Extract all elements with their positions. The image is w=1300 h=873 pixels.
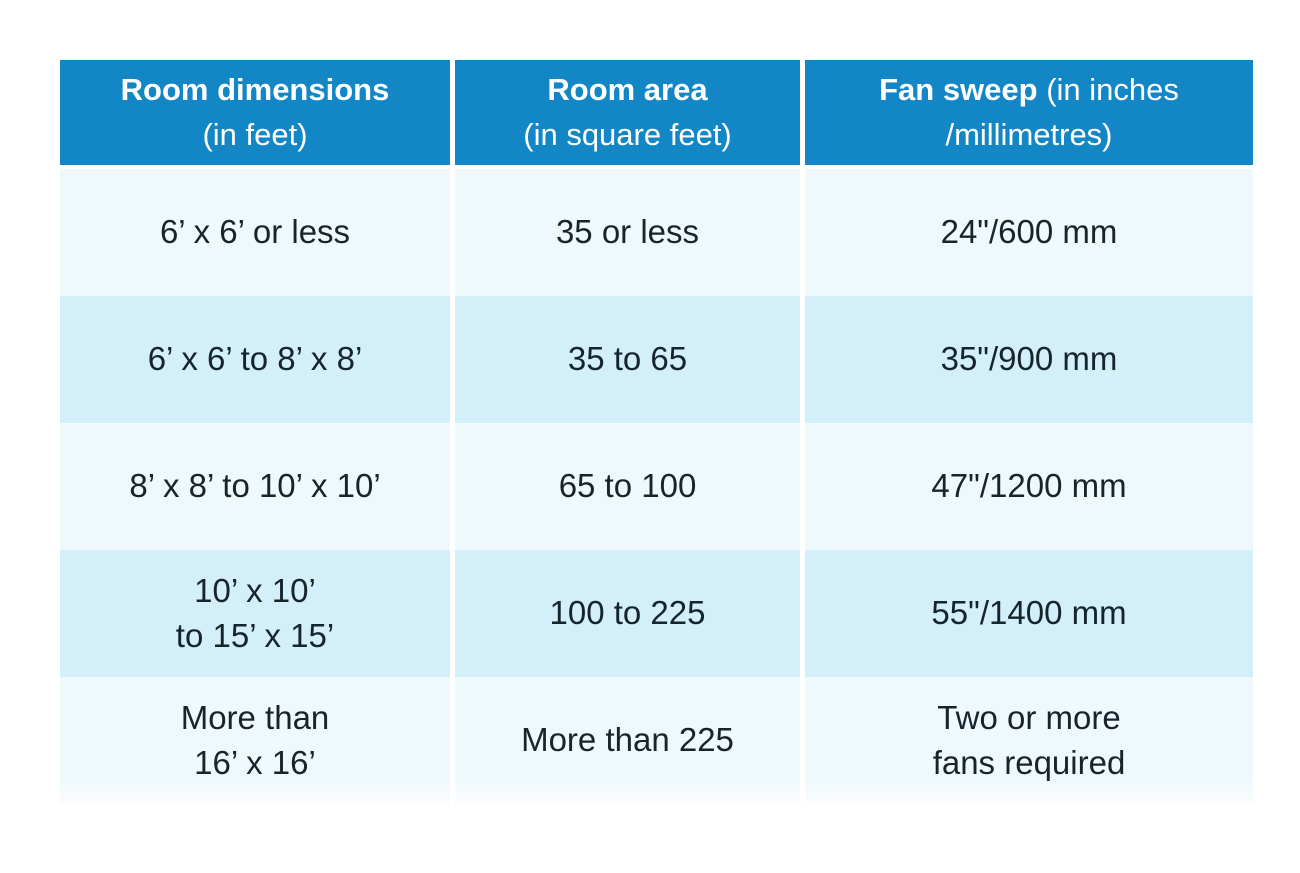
table-cell: 35 to 65 [455, 296, 800, 423]
table-body: 6’ x 6’ or less 35 or less 24"/600 mm 6’… [60, 169, 1253, 804]
header-title-rest: (in inches [1037, 71, 1179, 107]
header-fan-sweep-label: Fan sweep (in inches/millimetres) [879, 68, 1179, 158]
table-cell: More than 225 [455, 677, 800, 804]
table-cell: 55"/1400 mm [805, 550, 1253, 677]
header-fan-sweep: Fan sweep (in inches/millimetres) [805, 60, 1253, 165]
header-title: Room dimensions [120, 71, 390, 107]
table-cell: 6’ x 6’ or less [60, 169, 450, 296]
table-cell: 35 or less [455, 169, 800, 296]
table-cell: 8’ x 8’ to 10’ x 10’ [60, 423, 450, 550]
table-cell: 65 to 100 [455, 423, 800, 550]
table-header-row: Room dimensions (in feet) Room area (in sq… [60, 60, 1253, 165]
header-title: Room area [547, 71, 708, 107]
table-cell: Two or more fans required [805, 677, 1253, 804]
header-title: Fan sweep [879, 71, 1038, 107]
table-cell: 35"/900 mm [805, 296, 1253, 423]
header-room-dimensions: Room dimensions (in feet) [60, 60, 450, 165]
fan-size-table: Room dimensions (in feet) Room area (in sq… [60, 60, 1253, 804]
table-cell: 100 to 225 [455, 550, 800, 677]
header-subtitle: (in square feet) [523, 116, 732, 152]
header-subtitle: (in feet) [202, 116, 308, 152]
table-cell: 47"/1200 mm [805, 423, 1253, 550]
header-room-area: Room area (in square feet) [455, 60, 800, 165]
table-cell: 6’ x 6’ to 8’ x 8’ [60, 296, 450, 423]
header-subtitle: /millimetres) [945, 116, 1113, 152]
table-cell: 24"/600 mm [805, 169, 1253, 296]
table-cell: More than 16’ x 16’ [60, 677, 450, 804]
table-cell: 10’ x 10’ to 15’ x 15’ [60, 550, 450, 677]
header-room-area-label: Room area (in square feet) [523, 68, 732, 158]
header-room-dimensions-label: Room dimensions (in feet) [121, 68, 390, 158]
